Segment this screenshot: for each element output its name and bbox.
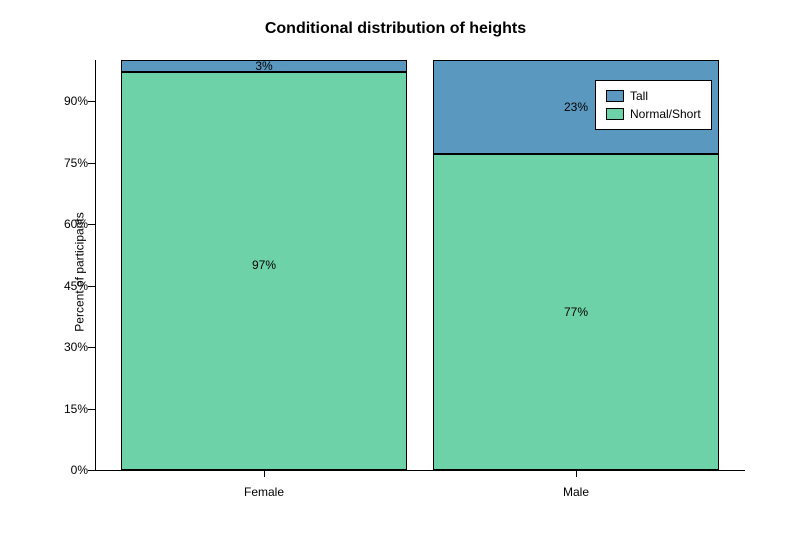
chart-title: Conditional distribution of heights (0, 20, 791, 38)
y-tick (88, 163, 95, 164)
bar-label: 97% (252, 258, 276, 272)
y-tick (88, 409, 95, 410)
legend-swatch (606, 90, 624, 102)
x-tick (264, 470, 265, 477)
x-axis-line (95, 470, 745, 471)
legend-item: Tall (606, 87, 701, 105)
y-tick (88, 286, 95, 287)
y-tick-label: 60% (38, 217, 88, 231)
y-tick (88, 470, 95, 471)
x-tick (576, 470, 577, 477)
y-tick-label: 45% (38, 279, 88, 293)
bar-label: 23% (564, 100, 588, 114)
bar-label: 77% (564, 305, 588, 319)
x-tick-label: Female (244, 485, 284, 499)
legend-label: Normal/Short (630, 105, 701, 123)
y-tick-label: 75% (38, 156, 88, 170)
y-tick-label: 30% (38, 340, 88, 354)
y-tick-label: 0% (38, 463, 88, 477)
legend-swatch (606, 108, 624, 120)
y-tick-label: 90% (38, 94, 88, 108)
x-tick-label: Male (563, 485, 589, 499)
legend: TallNormal/Short (595, 80, 712, 130)
y-axis-line (95, 60, 96, 470)
y-tick (88, 224, 95, 225)
chart-container: Conditional distribution of heights Perc… (0, 0, 791, 537)
y-tick (88, 347, 95, 348)
bar-label: 3% (255, 59, 272, 73)
y-tick-label: 15% (38, 402, 88, 416)
y-tick (88, 101, 95, 102)
legend-label: Tall (630, 87, 648, 105)
legend-item: Normal/Short (606, 105, 701, 123)
